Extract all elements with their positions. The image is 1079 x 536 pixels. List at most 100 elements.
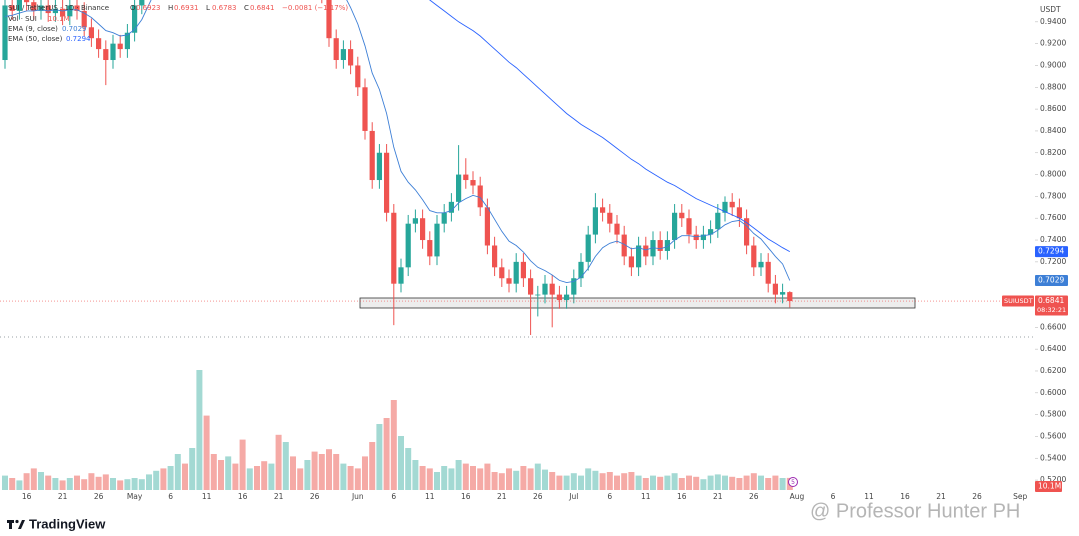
volume-bar: [138, 479, 145, 490]
candle-body: [650, 240, 656, 257]
volume-bar: [513, 470, 520, 490]
candle-body: [780, 292, 786, 295]
candle-body: [686, 218, 692, 235]
event-icon[interactable]: [788, 477, 798, 487]
y-tick-label: 0.9000: [1040, 60, 1066, 69]
candle-body: [693, 234, 699, 241]
y-tick-label: 0.5800: [1040, 410, 1066, 419]
volume-bar: [153, 470, 160, 490]
y-tick-label: 0.5400: [1040, 453, 1066, 462]
volume-bar: [549, 472, 556, 490]
x-tick-label: Jun: [351, 492, 364, 501]
volume-bar: [218, 460, 224, 490]
volume-bar: [455, 460, 462, 490]
candle-body: [772, 283, 778, 295]
legend: SUI / TetherUS · 1D · Binance O 0.6923 H 0.…: [8, 4, 348, 43]
ohlc-value: 0.6931: [174, 4, 199, 12]
volume-bar: [520, 466, 527, 490]
volume-bar: [297, 468, 304, 490]
ema-price-label: 0.7294: [1038, 247, 1064, 256]
candle-body: [369, 130, 375, 181]
candle-body: [636, 245, 642, 268]
volume-bar: [441, 466, 448, 490]
volume-bar: [167, 466, 174, 490]
volume-bar: [239, 439, 246, 490]
candle-body: [535, 294, 541, 296]
candle-body: [700, 234, 706, 241]
countdown-label: 08:32:21: [1037, 306, 1066, 314]
volume-legend-name: Vol · SUI: [8, 15, 37, 23]
volume-bar: [585, 468, 592, 490]
candle-body: [38, 5, 44, 11]
brand: TradingView: [29, 516, 106, 531]
volume-bar: [707, 475, 714, 490]
volume-bar: [542, 469, 548, 490]
volume-bar: [398, 436, 404, 490]
x-tick-label: Jul: [568, 492, 578, 501]
candle-body: [398, 267, 404, 284]
volume-bar: [606, 472, 613, 490]
ticker-tag-box: [1002, 295, 1034, 307]
candle-body: [470, 180, 476, 186]
ohlc-label: H: [168, 4, 173, 12]
volume-bar: [333, 454, 340, 490]
x-tick-label: 21: [274, 492, 284, 501]
x-tick-label: 21: [58, 492, 68, 501]
y-tick-label: 0.6400: [1040, 344, 1066, 353]
candle-body: [74, 5, 80, 11]
candle-body: [420, 218, 426, 241]
watermark: @ Professor Hunter PH: [810, 500, 1020, 522]
candle-body: [384, 152, 390, 213]
volume-bar: [614, 475, 620, 490]
volume-bar: [722, 475, 728, 490]
ema9-legend-name: EMA (9, close): [8, 25, 58, 33]
event-icon-glyph: 5: [791, 479, 795, 486]
candle-body: [9, 5, 15, 11]
volume-bar: [750, 473, 757, 490]
candle-body: [96, 38, 102, 50]
volume-bar: [621, 473, 628, 490]
volume-bar: [592, 470, 599, 490]
logo-part: [15, 519, 19, 524]
candle-body: [326, 0, 332, 39]
candle-body: [758, 261, 764, 268]
volume-bar: [16, 480, 23, 490]
x-tick-label: Aug: [790, 492, 805, 501]
candle-body: [600, 207, 606, 213]
last-price-label: 0.6841: [1038, 296, 1064, 305]
volume-bar: [412, 460, 419, 490]
x-tick-label: 16: [900, 492, 910, 501]
x-tick-label: 16: [238, 492, 248, 501]
x-tick-label: 21: [936, 492, 946, 501]
candle-body: [355, 65, 361, 88]
x-tick-label: 16: [677, 492, 687, 501]
y-tick-label: 0.5600: [1040, 431, 1066, 440]
volume-bar: [23, 473, 30, 490]
candle-body: [787, 292, 793, 302]
y-tick-label: 0.5200: [1040, 475, 1066, 484]
candle-body: [643, 245, 649, 257]
candle-body: [45, 5, 51, 14]
volume-bar: [254, 466, 260, 490]
ema-price-box: [1035, 275, 1068, 287]
candle-body: [16, 0, 22, 11]
candle-body: [456, 174, 462, 202]
candle-body: [722, 201, 728, 213]
volume-bar: [268, 463, 275, 490]
volume-bar: [30, 468, 37, 490]
volume-bar: [779, 478, 786, 490]
candle-body: [124, 32, 130, 50]
candle-body: [499, 267, 505, 279]
volume-bar: [477, 468, 484, 490]
ohlc-legend: O 0.6923 H 0.6931 L 0.6783 C 0.6841 −0.0081 (−1.…: [130, 4, 348, 12]
volume-bar: [383, 418, 390, 490]
volume-bar: [678, 478, 685, 490]
volume-bar: [693, 476, 700, 490]
y-tick-label: 0.6200: [1040, 366, 1066, 375]
volume-bar: [419, 466, 426, 490]
y-tick-label: 0.8400: [1040, 126, 1066, 135]
candle-body: [441, 212, 447, 224]
volume-bar: [196, 370, 203, 490]
axis-layer: 0.9400 0.9200 0.9000 0.8800 0.8600 0.8400 0.82…: [22, 17, 1068, 501]
ema-price-box: [1035, 246, 1068, 258]
